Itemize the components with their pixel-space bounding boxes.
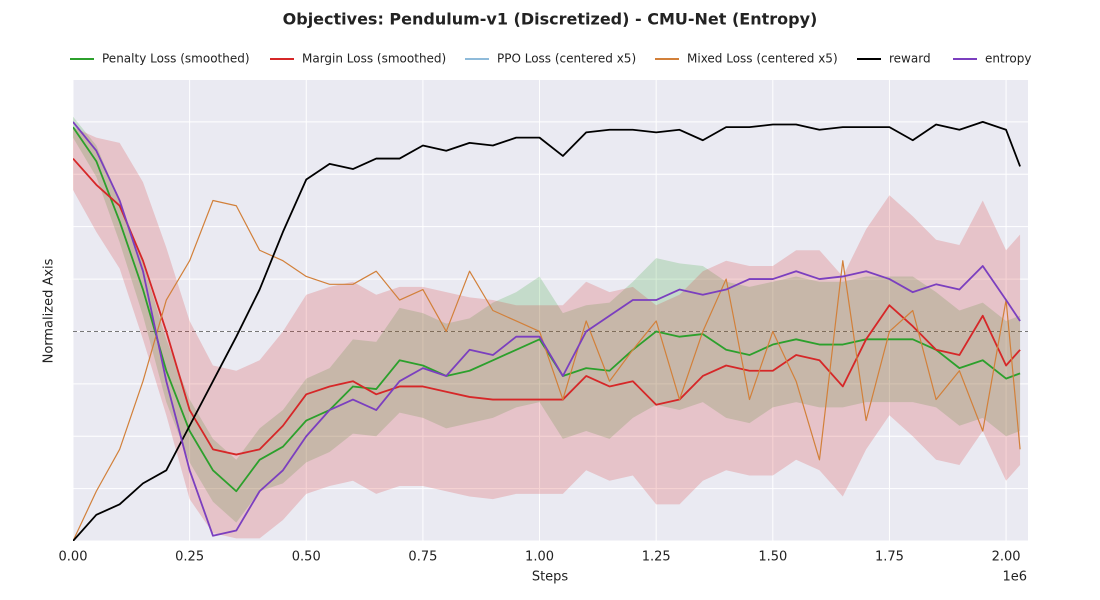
- series-line: [73, 157, 1021, 456]
- x-tick-label: 1.00: [525, 550, 554, 565]
- series-line: [73, 121, 1021, 537]
- x-tick-label: 1.25: [642, 550, 671, 565]
- plot-area: [73, 80, 1028, 541]
- x-tick-label: 1.75: [875, 550, 904, 565]
- legend-label: Margin Loss (smoothed): [302, 52, 446, 66]
- x-axis-label: Steps: [532, 570, 569, 585]
- x-tick-label: 1.50: [758, 550, 787, 565]
- x-tick-label: 2.00: [992, 550, 1021, 565]
- x-tick-label: 0.75: [408, 550, 437, 565]
- x-tick-label: 0.50: [292, 550, 321, 565]
- series-line: [73, 199, 1021, 541]
- legend-label: Mixed Loss (centered x5): [687, 52, 838, 66]
- error-band: [73, 127, 1021, 539]
- x-offset-label: 1e6: [1002, 570, 1027, 585]
- y-axis-label: Normalized Axis: [42, 258, 57, 363]
- chart-title: Objectives: Pendulum-v1 (Discretized) - …: [283, 10, 818, 29]
- legend-label: reward: [889, 52, 931, 66]
- x-tick-label: 0.00: [59, 550, 88, 565]
- series-line: [73, 121, 1021, 541]
- error-band: [73, 116, 1021, 523]
- legend-label: Penalty Loss (smoothed): [102, 52, 250, 66]
- legend-label: entropy: [985, 52, 1031, 66]
- x-tick-label: 0.25: [175, 550, 204, 565]
- legend-label: PPO Loss (centered x5): [497, 52, 636, 66]
